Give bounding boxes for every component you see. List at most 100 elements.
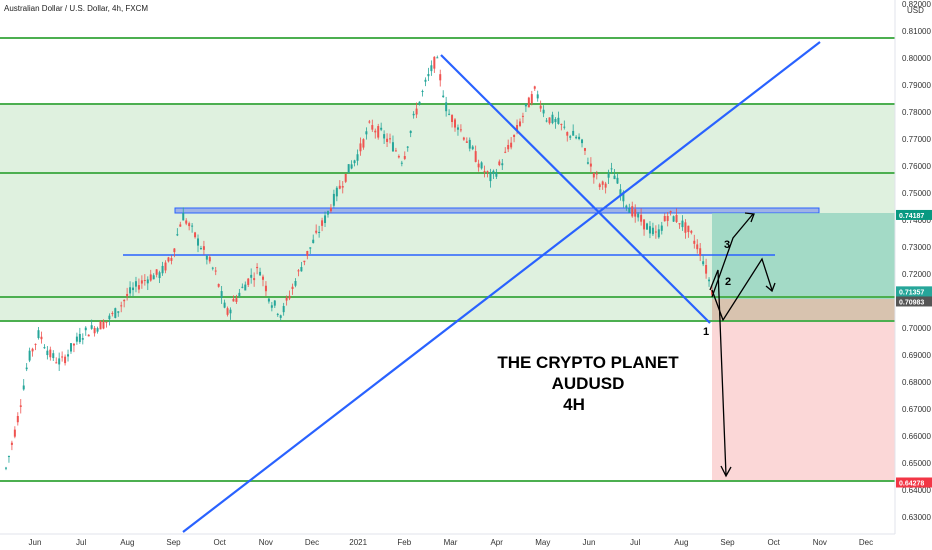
time-tick-label: May — [535, 538, 550, 547]
candle-body — [628, 208, 631, 213]
entry-zone — [712, 299, 895, 321]
candle-body — [194, 232, 197, 238]
candle-body — [702, 261, 705, 265]
candle-body — [93, 327, 96, 334]
candle-body — [69, 343, 72, 352]
candle-body — [120, 305, 123, 307]
descending-trendline — [440, 54, 711, 324]
price-tick-label: 0.81000 — [902, 27, 931, 36]
candle-body — [666, 215, 669, 221]
candle-body — [158, 272, 161, 279]
time-tick-label: Sep — [720, 538, 735, 547]
projection-arrows — [709, 213, 773, 476]
candle-body — [465, 141, 468, 143]
candle-body — [575, 136, 578, 139]
candle-body — [7, 456, 10, 458]
candle-body — [527, 97, 530, 108]
price-tick-label: 0.76000 — [902, 162, 931, 171]
candle-body — [188, 223, 191, 227]
candle-body — [78, 333, 81, 343]
price-tick-label: 0.78000 — [902, 108, 931, 117]
candle-body — [427, 74, 430, 77]
candle-body — [601, 181, 604, 185]
candle-body — [439, 74, 442, 81]
candle-body — [613, 175, 616, 180]
candle-body — [282, 306, 285, 313]
candle-body — [64, 356, 67, 364]
price-series — [5, 55, 713, 471]
time-tick-label: Jun — [583, 538, 596, 547]
candle-body — [557, 117, 560, 124]
candle-body — [622, 191, 625, 202]
candle-body — [335, 187, 338, 197]
candle-body — [55, 362, 58, 364]
candle-body — [244, 284, 247, 291]
candle-body — [49, 349, 52, 358]
price-badge — [896, 209, 932, 220]
price-tick-label: 0.68000 — [902, 378, 931, 387]
price-tick-label: 0.69000 — [902, 351, 931, 360]
candle-body — [533, 86, 536, 89]
candle-body — [146, 279, 149, 284]
wave-label-1: 1 — [703, 326, 709, 338]
candle-body — [291, 286, 294, 290]
bullish-projection-path-2 — [711, 257, 773, 322]
price-axis[interactable] — [895, 0, 932, 534]
candle-body — [170, 258, 173, 261]
candle-body — [657, 229, 660, 238]
candle-body — [445, 102, 448, 112]
candle-body — [16, 415, 19, 423]
candle-body — [516, 125, 519, 132]
candle-body — [442, 95, 445, 98]
candle-body — [267, 298, 270, 302]
time-ticks: Jun Jul Aug Sep Oct Nov Dec 2021 Feb Mar Apr May Jun… — [29, 538, 874, 547]
candle-body — [510, 142, 513, 148]
candle-body — [164, 262, 167, 271]
annotation-line-1: THE CRYPTO PLANET — [497, 353, 679, 372]
candle-body — [625, 205, 628, 208]
arrow-head-down — [720, 465, 732, 478]
candle-body — [238, 292, 241, 297]
candle-body — [46, 350, 49, 356]
candle-body — [548, 117, 551, 124]
candle-body — [545, 120, 548, 122]
price-badge-label: 0.74187 — [899, 213, 924, 220]
candle-body — [137, 285, 140, 290]
candle-body — [84, 327, 87, 331]
annotation-line-2: AUDUSD — [552, 374, 625, 393]
candle-body — [28, 350, 31, 361]
candle-body — [474, 151, 477, 162]
candle-body — [607, 173, 610, 178]
candle-body — [264, 285, 267, 292]
candle-body — [306, 250, 309, 256]
candle-body — [117, 311, 120, 313]
time-tick-label: Oct — [767, 538, 780, 547]
candle-body — [321, 220, 324, 226]
candle-body — [22, 385, 25, 390]
candle-body — [359, 143, 362, 152]
candle-body — [208, 257, 211, 262]
candle-body — [256, 266, 259, 269]
candle-body — [179, 224, 182, 227]
candle-body — [13, 429, 16, 437]
candle-body — [140, 280, 143, 284]
time-axis[interactable] — [0, 534, 895, 550]
candle-body — [87, 334, 90, 337]
candle-body — [318, 231, 321, 233]
arrow-head-right — [765, 282, 776, 293]
symbol-title[interactable]: Australian Dollar / U.S. Dollar, 4h, FXC… — [4, 4, 148, 13]
candle-body — [223, 302, 226, 308]
candle-body — [232, 298, 235, 302]
price-tick-label: 0.64000 — [902, 486, 931, 495]
candle-body — [297, 270, 300, 272]
candle-body — [270, 305, 273, 308]
candle-body — [99, 321, 102, 330]
candle-body — [273, 300, 276, 306]
price-tick-label: 0.77000 — [902, 135, 931, 144]
candle-body — [185, 220, 188, 224]
candle-body — [436, 57, 439, 59]
target-zone — [712, 213, 895, 299]
candle-body — [309, 247, 312, 249]
candle-body — [471, 146, 474, 150]
